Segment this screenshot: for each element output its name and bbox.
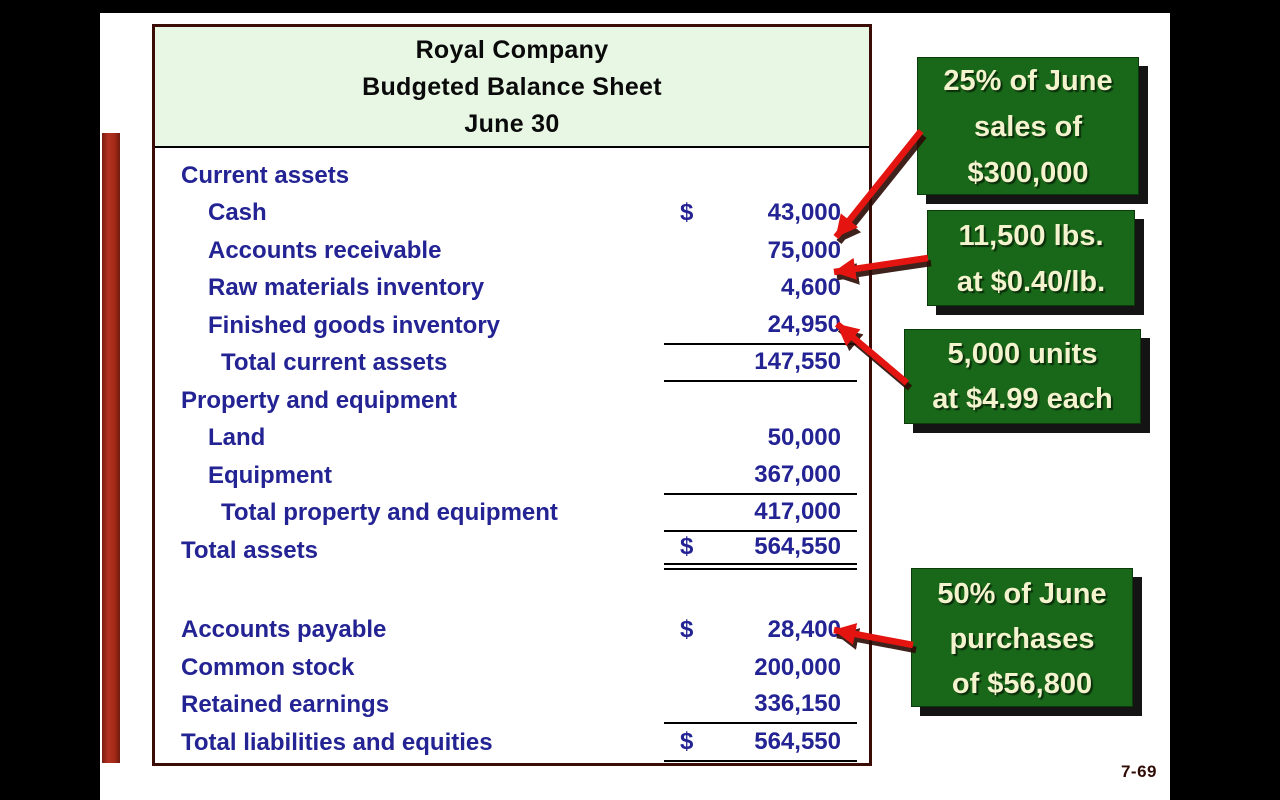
callout-accounts-payable: 50% of June purchases of $56,800 [911,568,1133,707]
table-row: Common stock 200,000 [155,649,869,687]
row-value: 417,000 [664,495,857,532]
amount: 43,000 [767,199,841,227]
callout-line: 25% of June [943,65,1113,97]
row-value [664,382,857,420]
table-row: Cash $43,000 [155,195,869,233]
amount: 417,000 [754,498,841,526]
table-row: Land 50,000 [155,420,869,458]
amount: 4,600 [780,274,841,302]
row-label: Finished goods inventory [208,311,501,339]
table-row: Total liabilities and equities $564,550 [155,724,869,762]
amount: 564,550 [754,727,841,755]
table-row: Total property and equipment 417,000 [155,495,869,532]
row-value: $564,550 [664,532,857,570]
table-row: Accounts receivable 75,000 [155,232,869,270]
table-row: Total assets $564,550 [155,532,869,570]
row-value: $28,400 [664,612,857,650]
table-row: Accounts payable $28,400 [155,612,869,650]
callout-accounts-receivable: 25% of June sales of $300,000 [917,57,1139,195]
row-value: 4,600 [664,270,857,308]
callout-line: 50% of June [937,578,1107,610]
row-value: 200,000 [664,649,857,687]
callout-line: of $56,800 [951,668,1093,700]
amount: 24,950 [767,310,841,338]
currency-symbol: $ [680,199,694,227]
row-label: Total current assets [221,349,448,377]
amount: 50,000 [767,424,841,452]
company-name: Royal Company [415,36,609,64]
callout-line: purchases [949,623,1095,655]
callout-line: sales of [974,111,1082,143]
amount: 336,150 [754,690,841,718]
row-label: Cash [208,199,267,227]
sheet-rows: Current assets Cash $43,000 Accounts receiv… [155,148,869,762]
row-label: Total liabilities and equities [181,728,493,756]
row-label: Property and equipment [181,386,458,414]
row-value: 147,550 [664,345,857,382]
row-value: 50,000 [664,420,857,458]
slide-page-number: 7-69 [1120,762,1157,781]
callout-line: $300,000 [967,157,1089,189]
amount: 200,000 [754,653,841,681]
table-row: Total current assets 147,550 [155,345,869,382]
row-value: 336,150 [664,687,857,724]
row-label: Raw materials inventory [208,274,485,302]
amount: 75,000 [767,236,841,264]
table-row: Finished goods inventory 24,950 [155,307,869,345]
table-row: Raw materials inventory 4,600 [155,270,869,308]
callout-line: 11,500 lbs. [958,220,1104,252]
row-label: Equipment [208,461,332,489]
row-label: Common stock [181,653,355,681]
table-row: Current assets [155,157,869,195]
balance-sheet-header: Royal Company Budgeted Balance Sheet Jun… [155,27,869,148]
callout-raw-materials: 11,500 lbs. at $0.40/lb. [927,210,1135,306]
currency-symbol: $ [680,616,694,644]
row-label: Land [208,424,266,452]
row-value [664,157,857,195]
row-value: 75,000 [664,232,857,270]
row-label: Total property and equipment [221,499,558,527]
callout-finished-goods: 5,000 units at $4.99 each [904,329,1141,424]
amount: 147,550 [754,348,841,376]
row-label: Accounts receivable [208,236,442,264]
balance-sheet-table: Royal Company Budgeted Balance Sheet Jun… [152,24,872,766]
currency-symbol: $ [680,533,694,561]
left-accent-bar [102,133,120,763]
amount: 367,000 [754,460,841,488]
row-value: 367,000 [664,457,857,495]
row-value: $43,000 [664,195,857,233]
table-row: Equipment 367,000 [155,457,869,495]
row-value: 24,950 [664,307,857,345]
callout-line: at $0.40/lb. [956,266,1106,298]
table-spacer-row [155,570,869,612]
callout-line: at $4.99 each [932,383,1113,415]
table-row: Property and equipment [155,382,869,420]
statement-date: June 30 [464,110,560,138]
statement-title: Budgeted Balance Sheet [362,73,662,101]
amount: 564,550 [754,533,841,561]
row-label: Total assets [181,536,318,564]
currency-symbol: $ [680,727,694,755]
row-label: Accounts payable [181,616,387,644]
amount: 28,400 [767,616,841,644]
table-row: Retained earnings 336,150 [155,687,869,724]
row-value: $564,550 [664,724,857,762]
callout-line: 5,000 units [947,338,1098,370]
row-label: Retained earnings [181,691,390,719]
row-label: Current assets [181,161,350,189]
